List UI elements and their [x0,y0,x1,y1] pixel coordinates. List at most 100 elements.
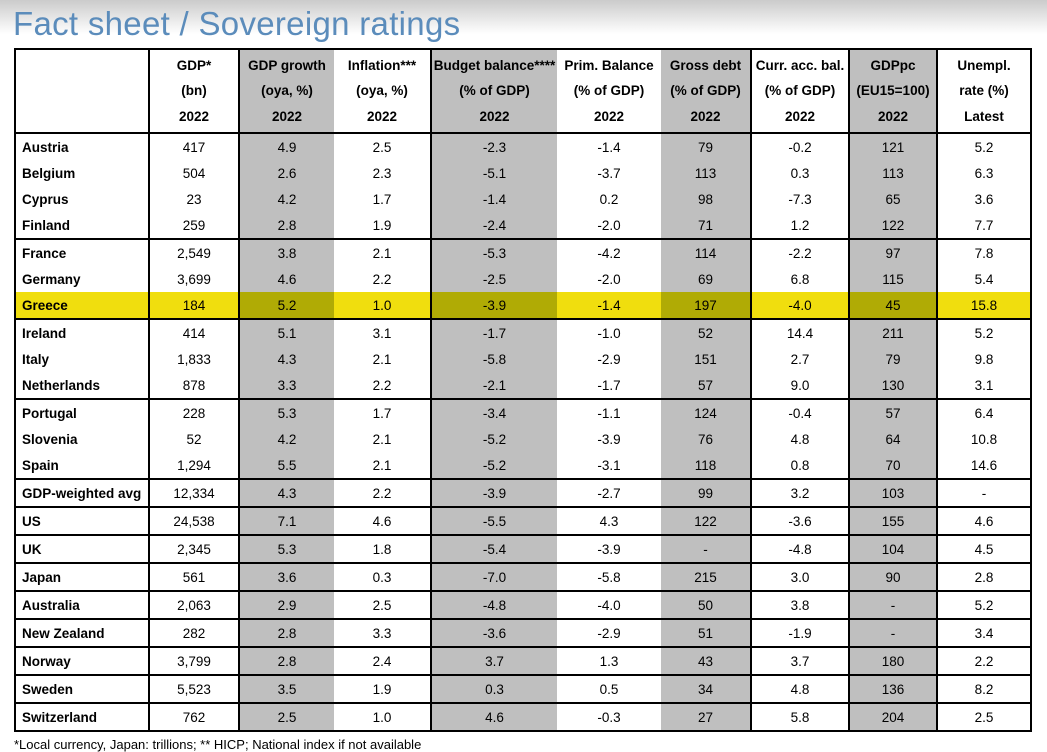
country-cell: Spain [15,452,150,479]
value-cell-curr-acc-bal: 1.2 [751,212,850,239]
country-cell: Portugal [15,398,150,426]
value-cell-gdp-growth: 5.3 [239,534,334,563]
header-row: GDP* (bn) 2022 GDP growth (oya, %) 2022 Inflat… [15,49,1031,134]
value-cell-gdppc: - [849,590,938,619]
value-cell-budget-balance: -3.9 [431,292,557,319]
value-cell-inflation: 2.2 [334,266,432,292]
value-cell-unempl: 8.2 [937,674,1031,703]
value-cell-gross-debt: 124 [661,398,752,426]
value-cell-gdp: 228 [149,398,240,426]
value-cell-inflation: 0.3 [334,562,432,591]
country-cell: Finland [15,212,150,239]
value-cell-gdp-growth: 4.2 [239,426,334,452]
value-cell-inflation: 2.3 [334,160,432,186]
value-cell-gross-debt: 122 [661,506,752,535]
value-cell-curr-acc-bal: -4.0 [751,292,850,319]
value-cell-gdp: 2,549 [149,238,240,266]
table-row-slovenia: Slovenia 52 4.2 2.1 -5.2 -3.9 76 4.8 64 10.8 [15,426,1031,452]
value-cell-gross-debt: 113 [661,160,752,186]
table-row-germany: Germany 3,699 4.6 2.2 -2.5 -2.0 69 6.8 115 5.4 [15,266,1031,292]
column-header-line: 2022 [366,108,398,124]
value-cell-inflation: 2.2 [334,372,432,399]
value-cell-budget-balance: 3.7 [431,646,557,675]
value-cell-budget-balance: -5.2 [431,426,557,452]
value-cell-prim-balance: -3.7 [597,165,621,181]
table-row-netherlands: Netherlands 878 3.3 2.2 -2.1 -1.7 57 9.0 130 3.1 [15,372,1031,399]
value-cell-gdp: 2,063 [149,590,240,619]
value-cell-unempl: 5.4 [974,271,994,287]
value-cell-gdp: 2,345 [149,534,240,563]
column-header-line: (% of GDP) [573,83,645,99]
value-cell-budget-balance: -5.5 [431,506,557,535]
table-row-us: US 24,538 7.1 4.6 -5.5 4.3 122 -3.6 155 4.6 [15,506,1031,535]
value-cell-unempl: 9.8 [974,351,994,367]
value-cell-prim-balance: -1.0 [557,318,661,346]
value-cell-budget-balance: -1.7 [431,318,557,346]
column-header-line: Gross debt [669,57,742,73]
table-row-switzerland: Switzerland 762 2.5 1.0 4.6 -0.3 27 5.8 204 2.5 [15,702,1031,731]
country-cell: UK [15,534,150,563]
value-cell-unempl: 2.2 [937,646,1031,675]
column-header-line: (% of GDP) [459,83,530,99]
country-cell: France [15,238,150,266]
value-cell-gdppc: 211 [849,318,938,346]
value-cell-unempl: 3.4 [937,618,1031,647]
value-cell-prim-balance: -3.1 [597,457,621,473]
value-cell-unempl: 6.4 [937,398,1031,426]
column-header-line: (% of GDP) [670,83,741,99]
table-header: GDP* (bn) 2022 GDP growth (oya, %) 2022 Inflat… [15,49,1031,134]
value-cell-gross-debt: 50 [661,590,752,619]
value-cell-curr-acc-bal: -3.6 [751,506,850,535]
column-header-unempl: Unempl. rate (%) Latest [937,49,1031,134]
value-cell-curr-acc-bal: -0.2 [751,133,850,160]
table-body: Austria 417 4.9 2.5 -2.3 -1.4 79 -0.2 121 5.2 Belg… [15,133,1031,731]
value-cell-curr-acc-bal: -7.3 [751,186,850,212]
value-cell-gross-debt: 57 [661,372,752,399]
value-cell-prim-balance: -2.0 [597,271,621,287]
value-cell-gdp: 23 [149,186,240,212]
country-cell: US [15,506,150,535]
value-cell-gdp-growth: 5.5 [239,452,334,479]
footnote: *Local currency, Japan: trillions; ** HI… [14,737,422,752]
value-cell-inflation: 4.6 [334,506,432,535]
country-cell: Switzerland [15,702,150,731]
value-cell-gross-debt: 151 [661,346,752,372]
value-cell-prim-balance: -3.9 [597,431,621,447]
value-cell-inflation: 1.8 [334,534,432,563]
value-cell-inflation: 2.4 [334,646,432,675]
table-row-new-zealand: New Zealand 282 2.8 3.3 -3.6 -2.9 51 -1.9-3.4 [15,618,1031,647]
value-cell-budget-balance: 4.6 [431,702,557,731]
value-cell-unempl: 2.5 [937,702,1031,731]
value-cell-prim-balance: -1.1 [557,398,661,426]
country-cell: Slovenia [15,426,150,452]
value-cell-budget-balance: -2.5 [431,266,557,292]
value-cell-inflation: 1.9 [334,212,432,239]
value-cell-prim-balance: -0.3 [557,702,661,731]
value-cell-gdp-growth: 2.9 [239,590,334,619]
column-header-line: rate (%) [959,83,1009,99]
column-header-line: 2022 [593,108,625,124]
country-cell: Norway [15,646,150,675]
value-cell-gdp: 282 [149,618,240,647]
value-cell-curr-acc-bal: 5.8 [751,702,850,731]
value-cell-inflation: 1.7 [334,186,432,212]
value-cell-gdppc: 136 [849,674,938,703]
column-header-gdp-growth: GDP growth (oya, %) 2022 [239,49,334,134]
value-cell-prim-balance: -1.4 [597,139,621,155]
value-cell-gdp: 3,799 [149,646,240,675]
value-cell-gross-debt: 51 [661,618,752,647]
value-cell-gdppc: 155 [849,506,938,535]
value-cell-gdp: 3,699 [149,266,240,292]
value-cell-gdppc: 122 [849,212,938,239]
column-header-line: Unempl. [957,57,1011,73]
value-cell-budget-balance: -5.4 [431,534,557,563]
value-cell-curr-acc-bal: 0.3 [751,160,850,186]
value-cell-curr-acc-bal: 2.7 [751,346,850,372]
value-cell-budget-balance: -5.2 [431,452,557,479]
value-cell-prim-balance: -5.8 [557,562,661,591]
country-cell: Sweden [15,674,150,703]
value-cell-gdppc: 65 [849,186,938,212]
value-cell-inflation: 1.7 [334,398,432,426]
value-cell-prim-balance: 0.2 [599,191,619,207]
value-cell-prim-balance: -2.9 [557,618,661,647]
